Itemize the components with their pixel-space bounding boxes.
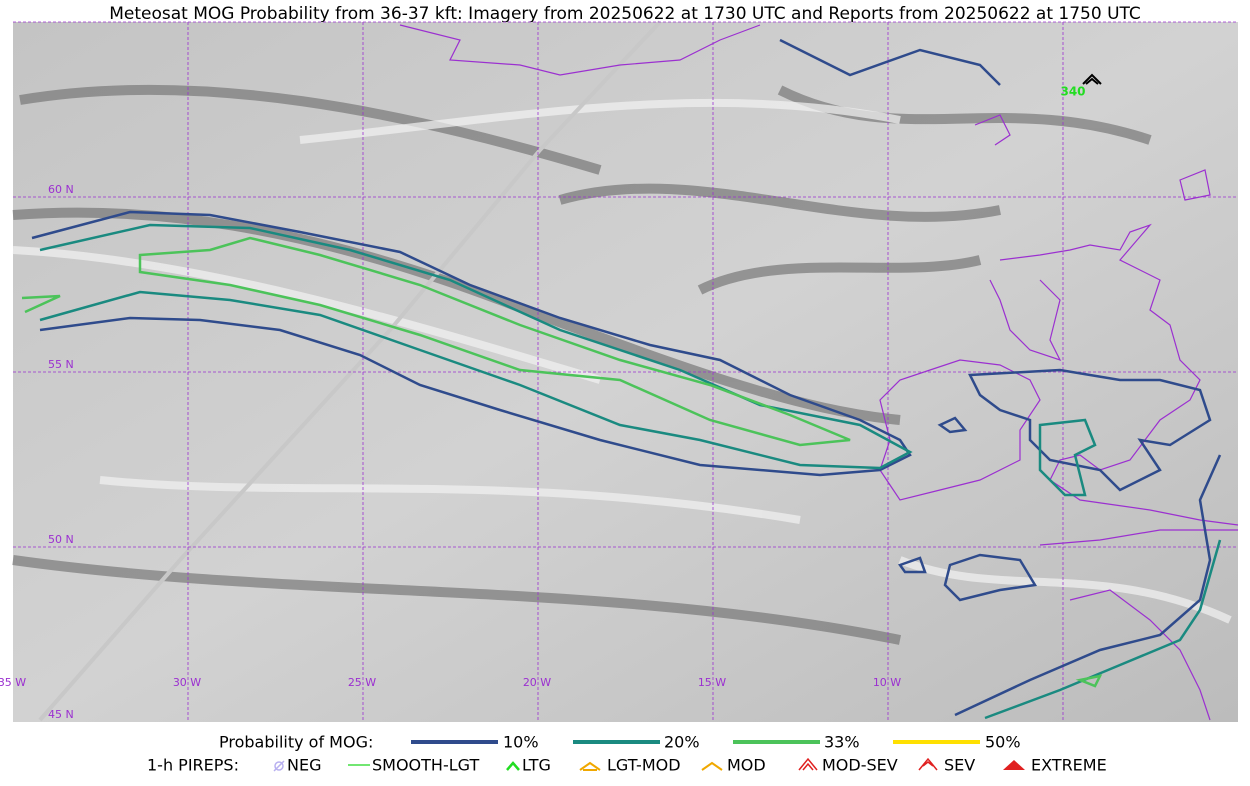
title: Meteosat MOG Probability from 36-37 kft:… bbox=[109, 4, 1141, 24]
lat-label: 60 N bbox=[48, 183, 74, 196]
legend-symbol bbox=[273, 760, 285, 772]
swath-edge bbox=[38, 20, 662, 722]
contour-10 bbox=[937, 416, 968, 434]
legend-symbol bbox=[506, 761, 520, 771]
legend-title: Probability of MOG: bbox=[219, 733, 373, 752]
legend-label: 50% bbox=[985, 733, 1021, 752]
legend-label: MOD bbox=[727, 756, 766, 775]
contour-20 bbox=[1038, 418, 1097, 497]
cloud-streaks bbox=[12, 84, 1152, 645]
lon-label: 35 W bbox=[0, 676, 26, 689]
contour-10 bbox=[779, 38, 1001, 86]
contour-10 bbox=[31, 210, 912, 477]
legend: Probability of MOG: 10% 20% 33% 50% 1-h … bbox=[147, 733, 1107, 775]
contour-10 bbox=[968, 368, 1212, 492]
graticule bbox=[13, 21, 1238, 722]
lon-label: 15 W bbox=[698, 676, 726, 689]
lon-label: 25 W bbox=[348, 676, 376, 689]
contour-10 bbox=[954, 454, 1222, 717]
contour-10 bbox=[898, 556, 927, 574]
lat-label: 50 N bbox=[48, 533, 74, 546]
contour-33 bbox=[1075, 674, 1103, 688]
legend-symbol bbox=[1003, 760, 1025, 770]
contour-33 bbox=[21, 294, 61, 314]
legend-label: 20% bbox=[664, 733, 700, 752]
contour-33 bbox=[138, 236, 851, 447]
legend-label: SMOOTH-LGT bbox=[372, 756, 479, 775]
pirep-label: 340 bbox=[1060, 85, 1085, 99]
lon-label: 10 W bbox=[873, 676, 901, 689]
legend-label: EXTREME bbox=[1031, 756, 1107, 775]
map: 340 60 N 55 N 50 N 45 N 35 W 30 W 25 W 2… bbox=[0, 20, 1239, 722]
legend-symbol bbox=[579, 761, 601, 771]
legend-symbol bbox=[274, 761, 284, 771]
legend-title: 1-h PIREPS: bbox=[147, 756, 239, 775]
legend-symbol bbox=[918, 757, 938, 771]
legend-symbol bbox=[798, 757, 818, 771]
bright-streaks bbox=[12, 98, 1232, 624]
legend-label: SEV bbox=[944, 756, 975, 775]
contour-20 bbox=[39, 223, 913, 470]
contours bbox=[21, 38, 1222, 720]
legend-label: MOD-SEV bbox=[822, 756, 898, 775]
lat-label: 55 N bbox=[48, 358, 74, 371]
legend-label: 10% bbox=[503, 733, 539, 752]
legend-label: 33% bbox=[824, 733, 860, 752]
contour-10 bbox=[943, 553, 1038, 602]
legend-symbol bbox=[701, 761, 723, 771]
lon-label: 20 W bbox=[523, 676, 551, 689]
legend-label: LTG bbox=[522, 756, 551, 775]
legend-label: LGT-MOD bbox=[607, 756, 681, 775]
lat-label: 45 N bbox=[48, 708, 74, 721]
pirep-symbol bbox=[1082, 73, 1102, 85]
lon-label: 30 W bbox=[173, 676, 201, 689]
contour-20 bbox=[984, 539, 1222, 720]
legend-label: NEG bbox=[287, 756, 321, 775]
